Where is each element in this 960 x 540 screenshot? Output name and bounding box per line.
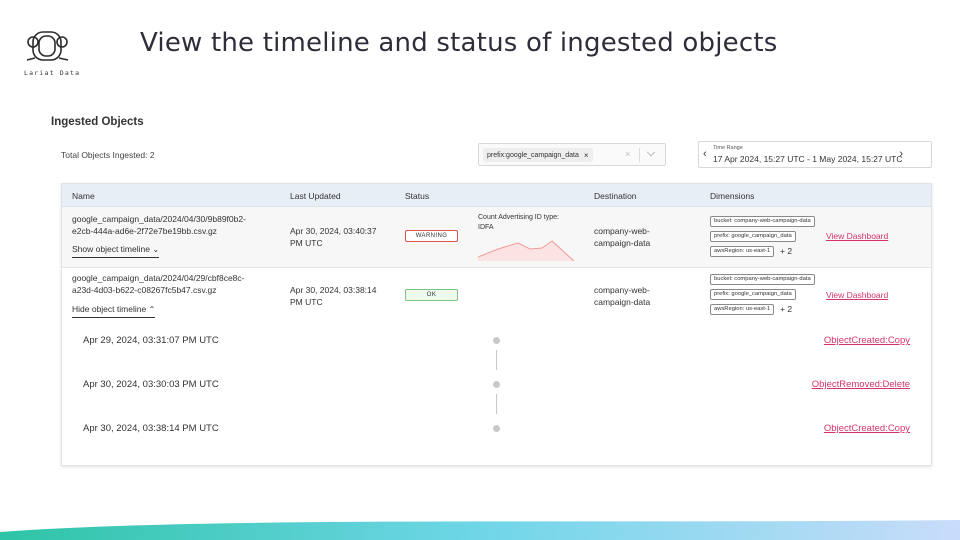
- object-name-line2: a23d-4d03-b622-c08267fc5b47.csv.gz: [72, 285, 217, 295]
- chevron-down-icon[interactable]: [646, 147, 656, 157]
- metric-title: Count Advertising ID type:: [478, 214, 559, 221]
- timeline-time: Apr 30, 2024, 03:30:03 PM UTC: [83, 379, 219, 390]
- filter-divider: [639, 148, 640, 162]
- metric-subtitle: IDFA: [478, 224, 494, 231]
- dimension-chip: prefix: google_campaign_data: [710, 231, 796, 242]
- table-row: google_campaign_data/2024/04/29/cbf8ce8c…: [62, 268, 931, 325]
- table-row: google_campaign_data/2024/04/30/9b89f0b2…: [62, 207, 931, 268]
- last-updated-line2: PM UTC: [290, 238, 323, 248]
- column-last-updated: Last Updated: [290, 191, 341, 201]
- dimension-chip: bucket: company-web-campaign-data: [710, 216, 815, 227]
- view-dashboard-link[interactable]: View Dashboard: [826, 290, 889, 300]
- timeline-event-link[interactable]: ObjectCreated:Copy: [823, 335, 910, 346]
- timeline-event-link[interactable]: ObjectRemoved:Delete: [811, 379, 910, 390]
- toggle-label: Hide object timeline: [72, 304, 147, 314]
- hide-timeline-toggle[interactable]: Hide object timeline ⌃: [72, 304, 156, 318]
- timeline-connector: [496, 394, 497, 414]
- timeline-dot: [493, 381, 500, 388]
- metric-sparkline: [478, 240, 575, 261]
- more-dimensions[interactable]: + 2: [780, 304, 793, 314]
- time-range-value: 17 Apr 2024, 15:27 UTC - 1 May 2024, 15:…: [713, 154, 903, 164]
- toggle-label: Show object timeline: [72, 244, 150, 254]
- lariat-logo: [22, 24, 82, 76]
- object-name-line1: google_campaign_data/2024/04/29/cbf8ce8c…: [72, 273, 245, 283]
- logo-wordmark: Lariat Data: [24, 69, 81, 77]
- column-dimensions: Dimensions: [710, 191, 755, 201]
- ingested-objects-table: Name Last Updated Status Destination Dim…: [61, 183, 932, 466]
- object-name-line2: e2cb-444a-ad6e-2f72e7be19bb.csv.gz: [72, 226, 217, 236]
- object-name-line1: google_campaign_data/2024/04/30/9b89f0b2…: [72, 214, 246, 224]
- timeline-connector: [496, 350, 497, 370]
- timeline-time: Apr 30, 2024, 03:38:14 PM UTC: [83, 423, 219, 434]
- time-range-label: Time Range: [713, 145, 743, 151]
- clear-filter-icon[interactable]: ×: [625, 149, 631, 159]
- dimension-chip: prefix: google_campaign_data: [710, 289, 796, 300]
- last-updated-line1: Apr 30, 2024, 03:38:14: [290, 285, 377, 295]
- chevron-down-icon: ⌄: [152, 245, 160, 254]
- time-range-picker[interactable]: ‹ Time Range 17 Apr 2024, 15:27 UTC - 1 …: [698, 141, 932, 168]
- footer-gradient-band: [0, 520, 960, 540]
- column-name: Name: [72, 191, 95, 201]
- dimension-chip: awsRegion: us-east-1: [710, 246, 775, 257]
- section-title: Ingested Objects: [51, 116, 144, 128]
- last-updated-line1: Apr 30, 2024, 03:40:37: [290, 226, 377, 236]
- column-status: Status: [405, 191, 430, 201]
- chip-remove-icon[interactable]: ×: [583, 150, 589, 160]
- column-destination: Destination: [594, 191, 637, 201]
- dimension-chip: awsRegion: us-east-1: [710, 304, 775, 315]
- chevron-right-icon[interactable]: ›: [899, 148, 903, 160]
- lariat-logo-icon: [26, 31, 69, 61]
- filter-chip-label: prefix:google_campaign_data: [487, 151, 579, 159]
- filter-chip: prefix:google_campaign_data ×: [483, 148, 593, 162]
- chevron-left-icon[interactable]: ‹: [703, 148, 707, 160]
- prefix-filter-select[interactable]: prefix:google_campaign_data × ×: [478, 143, 666, 166]
- view-dashboard-link[interactable]: View Dashboard: [826, 231, 889, 241]
- destination-line1: company-web-: [594, 226, 650, 236]
- timeline-dot: [493, 425, 500, 432]
- timeline-event-link[interactable]: ObjectCreated:Copy: [823, 423, 910, 434]
- timeline-dot: [493, 337, 500, 344]
- total-objects-count: Total Objects Ingested: 2: [61, 150, 155, 160]
- more-dimensions[interactable]: + 2: [780, 246, 793, 256]
- last-updated-line2: PM UTC: [290, 297, 323, 307]
- status-badge: OK: [405, 289, 458, 301]
- show-timeline-toggle[interactable]: Show object timeline ⌄: [72, 244, 160, 258]
- destination-line2: campaign-data: [594, 297, 651, 307]
- destination-line1: company-web-: [594, 285, 650, 295]
- timeline-time: Apr 29, 2024, 03:31:07 PM UTC: [83, 335, 219, 346]
- status-badge: WARNING: [405, 230, 458, 242]
- slide-title: View the timeline and status of ingested…: [140, 28, 778, 58]
- table-header: Name Last Updated Status Destination Dim…: [62, 184, 931, 207]
- destination-line2: campaign-data: [594, 238, 651, 248]
- dimension-chip: bucket: company-web-campaign-data: [710, 274, 815, 285]
- chevron-up-icon: ⌃: [148, 305, 156, 314]
